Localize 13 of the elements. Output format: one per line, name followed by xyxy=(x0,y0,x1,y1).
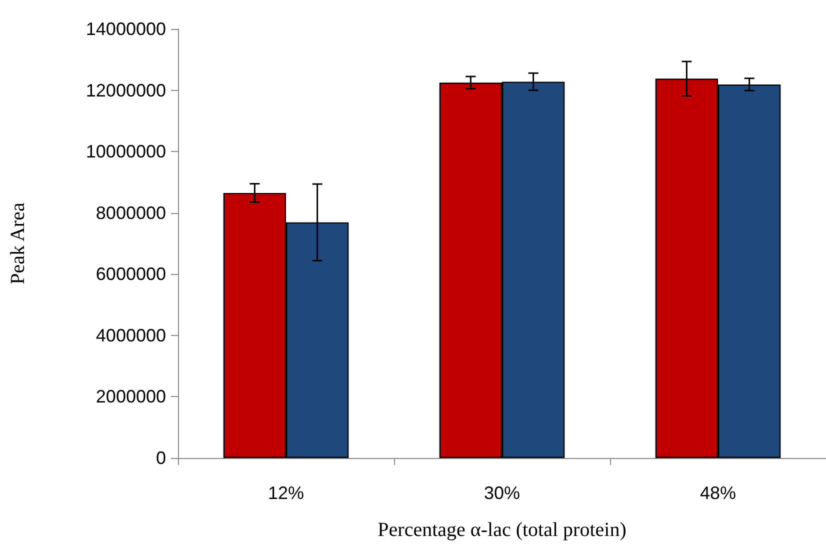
x-axis-title: Percentage α-lac (total protein) xyxy=(378,519,626,541)
x-tick-label: 30% xyxy=(484,483,520,503)
y-tick-label: 8000000 xyxy=(96,202,166,223)
y-tick-label: 0 xyxy=(156,448,166,468)
y-tick-label: 2000000 xyxy=(96,386,166,407)
y-tick-label: 4000000 xyxy=(96,325,166,346)
x-tick-label: 12% xyxy=(268,483,304,503)
y-axis-title: Peak Area xyxy=(7,202,29,284)
x-tick-label: 48% xyxy=(700,483,736,503)
y-tick-label: 12000000 xyxy=(86,80,166,100)
y-tick-label: 10000000 xyxy=(86,142,166,162)
y-tick-label: 14000000 xyxy=(86,19,166,39)
y-tick-label: 6000000 xyxy=(96,264,166,284)
